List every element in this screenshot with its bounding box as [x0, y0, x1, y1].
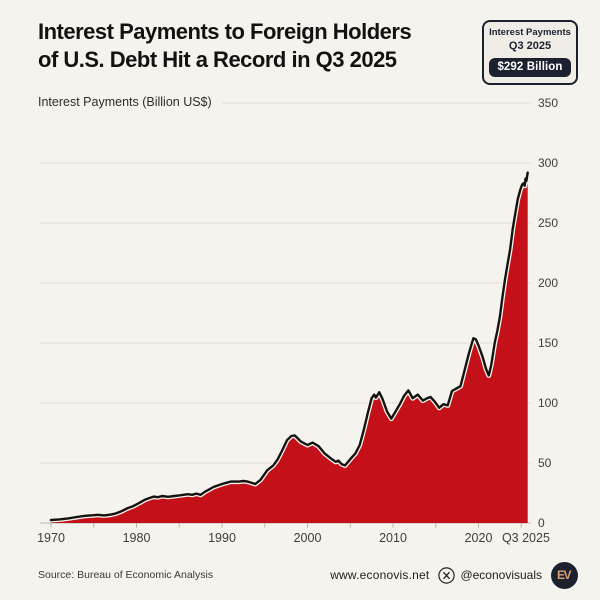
x-axis-ticks [50, 523, 522, 528]
x-axis-label-1970: 1970 [37, 531, 65, 545]
y-axis-label-300: 300 [538, 156, 559, 170]
x-twitter-icon [438, 566, 456, 584]
badge-label: Interest Payments [489, 27, 571, 38]
line-series [49, 171, 529, 522]
title-line-2: of U.S. Debt Hit a Record in Q3 2025 [38, 47, 397, 72]
record-callout-badge: Interest Payments Q3 2025 $292 Billion [482, 20, 578, 85]
page-title: Interest Payments to Foreign Holders of … [38, 18, 468, 74]
y-axis-label-150: 150 [538, 336, 559, 350]
econovis-logo-text: EV [556, 568, 572, 582]
x-axis-label-2020: 2020 [464, 531, 493, 545]
y-axis-label-50: 50 [538, 456, 552, 470]
y-axis-label-0: 0 [538, 516, 545, 530]
x-axis-label-2010: 2010 [379, 531, 407, 545]
source-note: Source: Bureau of Economic Analysis [38, 569, 214, 581]
y-axis-label-200: 200 [538, 276, 559, 290]
footer-branding: www.econovis.net @econovisuals EV [330, 561, 578, 589]
title-line-1: Interest Payments to Foreign Holders [38, 19, 412, 44]
x-axis-label-1980: 1980 [122, 531, 151, 545]
x-axis-label-2000: 2000 [293, 531, 322, 545]
x-axis-label-q3-2025: Q3 2025 [501, 531, 550, 545]
badge-value: $292 Billion [489, 58, 571, 77]
econovis-logo: EV [551, 561, 578, 589]
area-series-fill [51, 172, 528, 523]
x-axis-label-1990: 1990 [208, 531, 236, 545]
website-link: www.econovis.net [330, 568, 430, 582]
social-handle-text: @econovisuals [460, 568, 542, 582]
chart-axis-title: Interest Payments (Billion US$) [38, 92, 222, 112]
y-axis-label-100: 100 [538, 396, 559, 410]
y-axis-label-250: 250 [538, 216, 559, 230]
gridlines [40, 102, 531, 524]
y-axis-label-350: 350 [538, 96, 559, 110]
social-handle: @econovisuals [438, 566, 542, 584]
badge-period: Q3 2025 [508, 40, 552, 52]
